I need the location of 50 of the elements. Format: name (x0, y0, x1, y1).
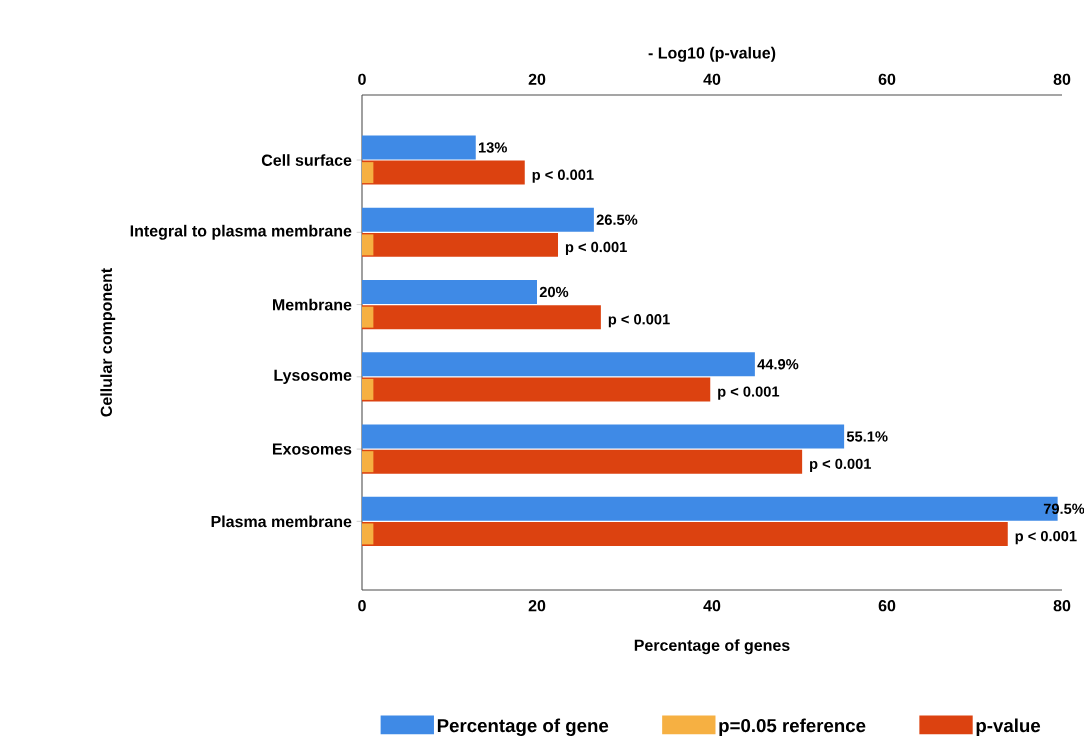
data-label: p < 0.001 (1015, 530, 1077, 545)
x2-tick-label: 20 (528, 73, 546, 85)
bar (362, 377, 711, 402)
bar (362, 160, 525, 185)
legend-label: p=0.05 reference (719, 718, 866, 736)
y-tick-label: Cell surface (261, 154, 352, 166)
data-label: p < 0.001 (565, 241, 627, 256)
x-tick-label: 20 (528, 600, 546, 612)
y-tick-label: Plasma membrane (211, 515, 352, 528)
x2-tick-label: 40 (703, 73, 721, 85)
y-tick-label: Exosomes (272, 443, 352, 455)
x2-tick-label: 60 (878, 73, 896, 85)
bar (362, 234, 374, 256)
x2-tick-label: 80 (1053, 73, 1071, 85)
data-label: 20% (539, 286, 569, 298)
bar (362, 424, 845, 449)
x-tick-label: 80 (1053, 600, 1071, 612)
data-label: p < 0.001 (608, 314, 670, 328)
x2-axis-title: - Log10 (p-value) (648, 46, 776, 62)
data-label: 13% (478, 142, 507, 153)
data-label: 55.1% (846, 431, 888, 442)
x2-tick-label: 0 (358, 73, 366, 85)
y-tick-label: Membrane (273, 298, 352, 311)
x-tick-label: 0 (358, 600, 366, 612)
x-tick-label: 60 (878, 600, 896, 612)
bar (362, 306, 374, 328)
legend-label: p-value (976, 718, 1041, 736)
data-label: p < 0.001 (718, 386, 780, 400)
bar (362, 305, 601, 330)
bar (362, 378, 374, 400)
bar (362, 521, 1008, 546)
y-tick-label: Lysosome (274, 369, 352, 384)
bar (362, 207, 594, 232)
x-tick-label: 40 (703, 600, 721, 612)
data-label: p < 0.001 (810, 458, 872, 472)
y-axis-title: Cellular component (100, 268, 116, 417)
bar (362, 352, 755, 377)
x-axis-title: Percentage of genes (634, 639, 790, 655)
data-label: 26.5% (596, 214, 638, 225)
bar (362, 232, 559, 257)
bar (362, 449, 803, 474)
bar (362, 523, 374, 545)
bar (362, 162, 374, 184)
bar (362, 279, 537, 304)
bar (362, 135, 476, 160)
legend-label: Percentage of gene (437, 718, 609, 736)
data-label: 44.9% (757, 359, 799, 370)
data-label: p < 0.001 (532, 169, 594, 183)
bar (362, 451, 374, 473)
y-tick-label: Integral to plasma membrane (130, 224, 352, 240)
